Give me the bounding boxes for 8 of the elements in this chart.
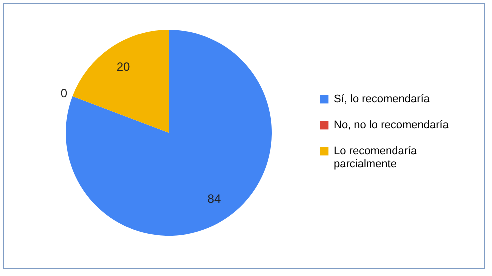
pie-slice — [66, 30, 272, 236]
data-label: 20 — [116, 60, 131, 74]
legend-label: Lo recomendaría parcialmente — [334, 146, 418, 170]
pie-slice — [72, 30, 169, 133]
text: 0 — [60, 86, 68, 100]
data-label: 84 — [208, 192, 222, 206]
legend-label: Sí, lo recomendaría — [334, 94, 431, 106]
legend-label: No, no lo recomendaría — [334, 120, 450, 132]
